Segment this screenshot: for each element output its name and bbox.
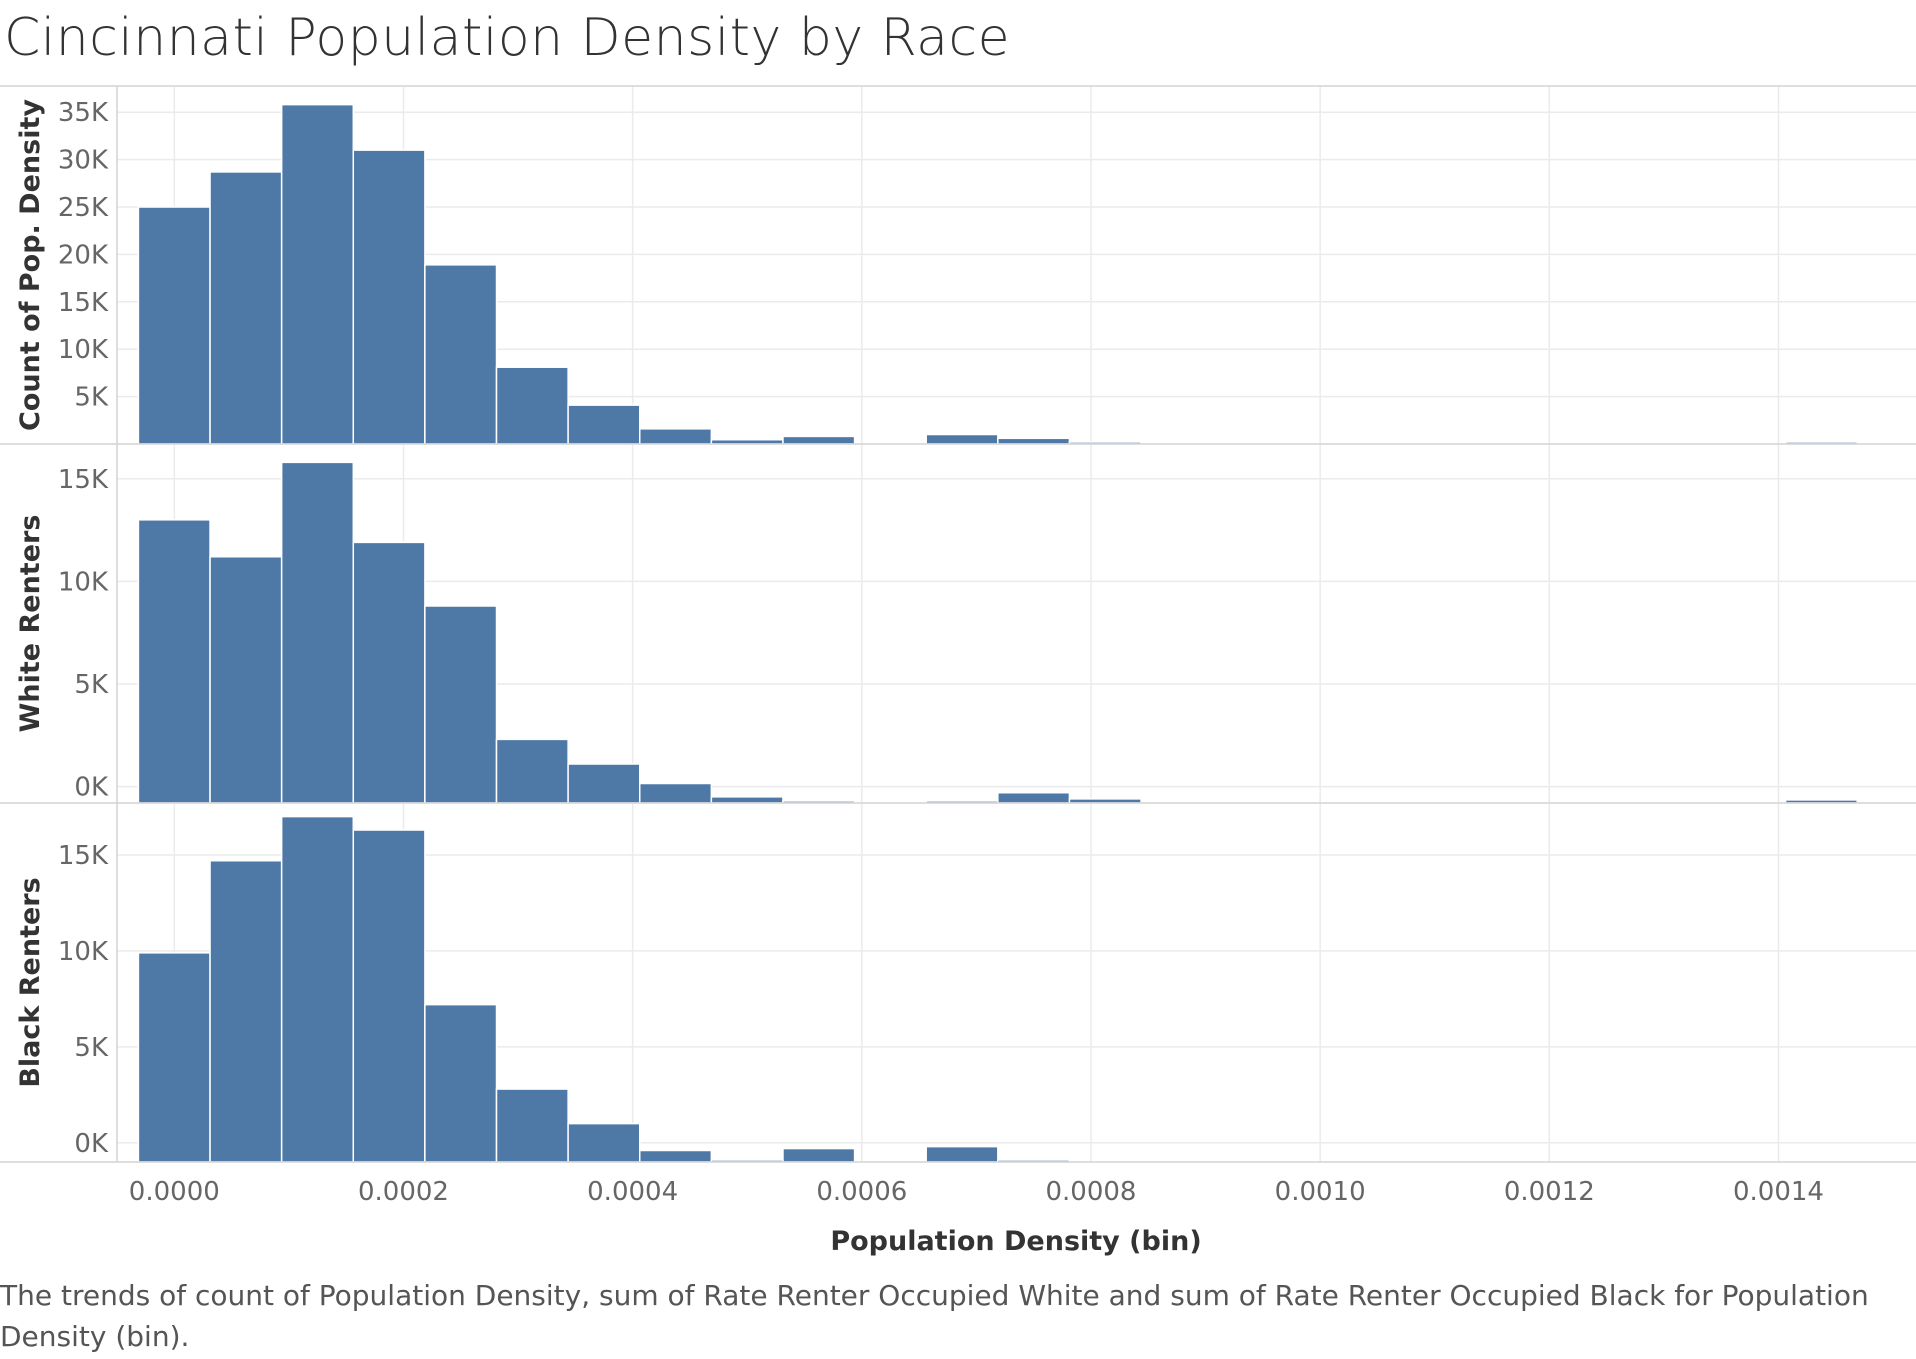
y-tick-label: 5K [74, 1033, 109, 1063]
y-tick-label: 35K [58, 98, 109, 128]
x-tick-label: 0.0012 [1504, 1177, 1595, 1207]
count-bar[interactable] [209, 171, 283, 445]
white-bar[interactable] [209, 556, 283, 804]
y-tick-label: 5K [74, 383, 109, 413]
black-bar[interactable] [638, 1149, 713, 1163]
x-tick-label: 0.0006 [816, 1177, 907, 1207]
black-bar[interactable] [567, 1122, 641, 1163]
black-bar[interactable] [280, 815, 355, 1163]
y-tick-label: 0K [74, 773, 109, 803]
count-bar[interactable] [352, 149, 426, 445]
y-axis-title-count: Count of Pop. Density [15, 99, 46, 431]
y-tick-label: 25K [58, 193, 109, 223]
black-bar[interactable] [352, 829, 426, 1163]
y-tick-label: 10K [58, 335, 109, 365]
x-tick-label: 0.0002 [358, 1177, 449, 1207]
y-tick-label: 0K [74, 1129, 109, 1159]
y-axes: 5K 10K 15K 20K 25K 30K 35K Count of Pop. Densit… [15, 98, 109, 1159]
black-bar[interactable] [424, 1003, 498, 1163]
white-bar[interactable] [352, 541, 426, 804]
x-tick-label: 0.0008 [1045, 1177, 1136, 1207]
count-bar[interactable] [925, 433, 999, 445]
panel-frames [0, 85, 1916, 1163]
y-tick-label: 15K [58, 288, 109, 318]
chart-area: 5K 10K 15K 20K 25K 30K 35K Count of Pop. Densit… [0, 85, 1916, 1257]
y-tick-label: 10K [58, 937, 109, 967]
x-axis: 0.0000 0.0002 0.0004 0.0006 0.0008 0.0010 0.00… [129, 1177, 1824, 1257]
y-tick-label: 20K [58, 240, 109, 270]
white-bar[interactable] [638, 782, 713, 804]
white-bar[interactable] [567, 763, 641, 804]
chart-title: Cincinnati Population Density by Race [4, 8, 1011, 68]
chart-caption: The trends of count of Population Densit… [0, 1279, 1869, 1353]
y-tick-label: 15K [58, 841, 109, 871]
count-bar[interactable] [424, 264, 498, 445]
count-bar[interactable] [638, 428, 713, 445]
y-tick-label: 10K [58, 567, 109, 597]
black-bar[interactable] [495, 1088, 569, 1163]
count-bar[interactable] [280, 103, 355, 445]
y-axis-title-white: White Renters [15, 515, 46, 733]
white-bar[interactable] [495, 738, 569, 804]
white-bar[interactable] [137, 519, 211, 804]
white-bar[interactable] [424, 605, 498, 804]
white-bar[interactable] [997, 791, 1071, 804]
histogram-bars [137, 103, 1858, 1163]
black-bar[interactable] [782, 1147, 856, 1163]
black-bar[interactable] [925, 1145, 999, 1163]
x-tick-label: 0.0000 [129, 1177, 220, 1207]
y-tick-label: 30K [58, 146, 109, 176]
x-tick-label: 0.0010 [1275, 1177, 1366, 1207]
count-bar[interactable] [137, 206, 211, 445]
x-tick-label: 0.0004 [587, 1177, 678, 1207]
x-axis-title: Population Density (bin) [830, 1226, 1201, 1257]
y-tick-label: 5K [74, 670, 109, 700]
count-bar[interactable] [567, 404, 641, 445]
y-axis-title-black: Black Renters [15, 877, 46, 1087]
black-bar[interactable] [209, 859, 283, 1163]
count-bar[interactable] [997, 437, 1071, 445]
x-tick-label: 0.0014 [1733, 1177, 1824, 1207]
count-bar[interactable] [782, 435, 856, 445]
count-bar[interactable] [495, 366, 569, 445]
y-tick-label: 15K [58, 465, 109, 495]
black-bar[interactable] [137, 952, 211, 1163]
white-bar[interactable] [710, 796, 784, 804]
white-bar[interactable] [280, 461, 355, 804]
